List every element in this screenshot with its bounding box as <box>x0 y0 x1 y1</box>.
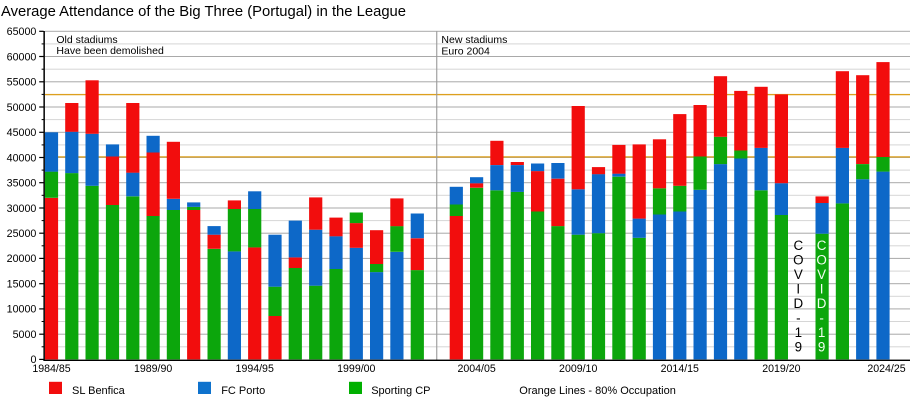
svg-text:50000: 50000 <box>7 102 37 114</box>
svg-text:Have been demolished: Have been demolished <box>56 45 164 57</box>
svg-text:V: V <box>794 267 803 282</box>
svg-text:9: 9 <box>795 339 802 354</box>
svg-text:C: C <box>793 238 803 253</box>
svg-text:5000: 5000 <box>13 329 37 341</box>
svg-text:15000: 15000 <box>7 279 37 291</box>
svg-text:55000: 55000 <box>7 77 37 89</box>
svg-text:2009/10: 2009/10 <box>559 363 597 375</box>
svg-text:1999/00: 1999/00 <box>337 363 375 375</box>
svg-text:SL Benfica: SL Benfica <box>72 385 126 397</box>
svg-text:I: I <box>820 281 824 296</box>
svg-text:-: - <box>819 310 823 325</box>
svg-text:1989/90: 1989/90 <box>134 363 172 375</box>
svg-text:D: D <box>793 296 803 311</box>
svg-text:Orange Lines - 80% Occupation: Orange Lines - 80% Occupation <box>519 385 676 397</box>
svg-text:O: O <box>816 252 826 267</box>
svg-text:1984/85: 1984/85 <box>32 363 70 375</box>
svg-text:10000: 10000 <box>7 304 37 316</box>
svg-text:0: 0 <box>30 354 36 366</box>
svg-text:C: C <box>817 238 827 253</box>
svg-text:FC Porto: FC Porto <box>221 385 265 397</box>
svg-text:40000: 40000 <box>7 152 37 164</box>
svg-text:-: - <box>796 310 800 325</box>
svg-text:New stadiums: New stadiums <box>441 34 507 46</box>
svg-text:2024/25: 2024/25 <box>867 363 905 375</box>
svg-text:25000: 25000 <box>7 228 37 240</box>
svg-text:1: 1 <box>818 325 825 340</box>
svg-text:Old stadiums: Old stadiums <box>56 34 117 46</box>
svg-text:I: I <box>796 281 800 296</box>
svg-text:45000: 45000 <box>7 127 37 139</box>
svg-text:35000: 35000 <box>7 178 37 190</box>
svg-text:2004/05: 2004/05 <box>457 363 495 375</box>
svg-text:20000: 20000 <box>7 253 37 265</box>
svg-text:2014/15: 2014/15 <box>661 363 699 375</box>
svg-text:O: O <box>793 252 803 267</box>
svg-text:D: D <box>817 296 827 311</box>
svg-text:Euro 2004: Euro 2004 <box>441 45 490 57</box>
svg-text:V: V <box>817 267 826 282</box>
svg-text:60000: 60000 <box>7 51 37 63</box>
svg-text:2019/20: 2019/20 <box>762 363 800 375</box>
svg-text:9: 9 <box>818 339 825 354</box>
svg-text:Average Attendance of the Big: Average Attendance of the Big Three (Por… <box>1 4 406 20</box>
svg-text:1: 1 <box>795 325 802 340</box>
svg-text:1994/95: 1994/95 <box>236 363 274 375</box>
svg-text:30000: 30000 <box>7 203 37 215</box>
svg-text:65000: 65000 <box>7 26 37 38</box>
svg-text:Sporting CP: Sporting CP <box>371 385 430 397</box>
